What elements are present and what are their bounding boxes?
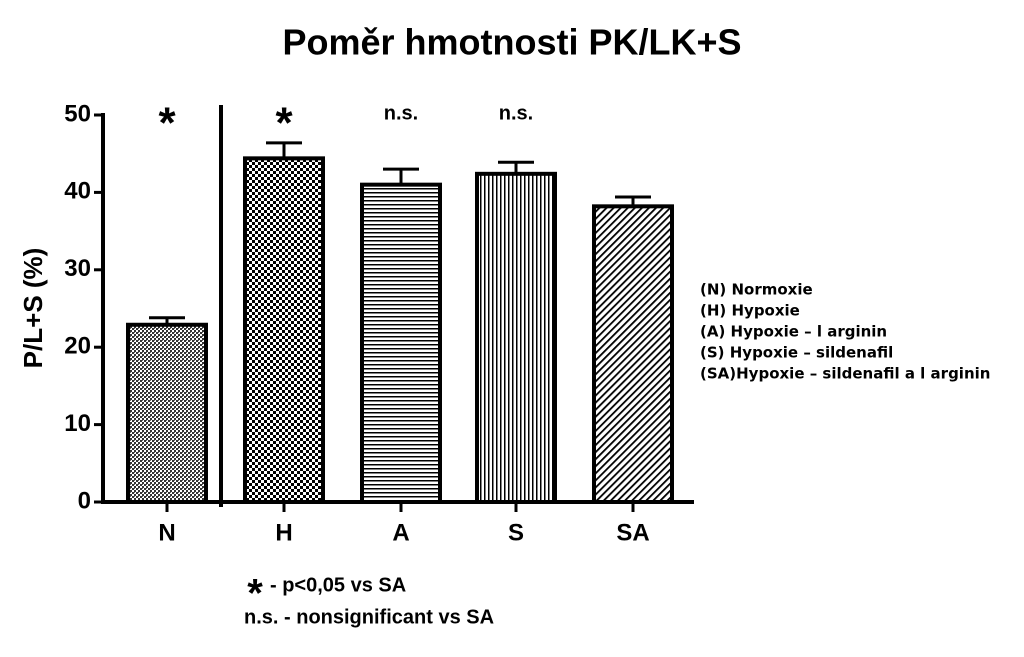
x-tick-label: A (392, 519, 409, 546)
y-tick-label: 0 (78, 487, 91, 514)
chart-title: Poměr hmotnosti PK/LK+S (282, 22, 741, 63)
y-axis-label: P/L+S (%) (18, 248, 48, 369)
significance-label: * (275, 99, 293, 148)
bar (592, 204, 674, 504)
y-tick-label: 10 (64, 410, 91, 437)
legend-entry: (N) Normoxie (700, 281, 813, 299)
legend-entry: (A) Hypoxie – l arginin (700, 323, 887, 341)
note-text: - p<0,05 vs SA (270, 574, 406, 596)
legend-entry: (S) Hypoxie – sildenafil (700, 344, 893, 362)
legend-entry: (H) Hypoxie (700, 302, 800, 320)
x-tick-label: SA (616, 519, 649, 546)
significance-label: n.s. (384, 102, 418, 124)
x-tick-label: N (158, 519, 175, 546)
bar (243, 156, 325, 504)
y-tick-label: 30 (64, 255, 91, 282)
x-tick-label: S (508, 519, 524, 546)
bar (360, 182, 442, 504)
significance-label: * (158, 99, 176, 148)
y-tick-label: 50 (64, 100, 91, 127)
x-tick-label: H (275, 519, 292, 546)
legend-entry: (SA)Hypoxie – sildenafil a l arginin (700, 365, 990, 383)
bar (126, 322, 208, 504)
y-tick-label: 20 (64, 333, 91, 360)
bar (475, 171, 557, 504)
y-tick-label: 40 (64, 178, 91, 205)
note-text: n.s. - nonsignificant vs SA (244, 606, 494, 628)
significance-label: n.s. (499, 102, 533, 124)
note-symbol: * (247, 572, 263, 616)
